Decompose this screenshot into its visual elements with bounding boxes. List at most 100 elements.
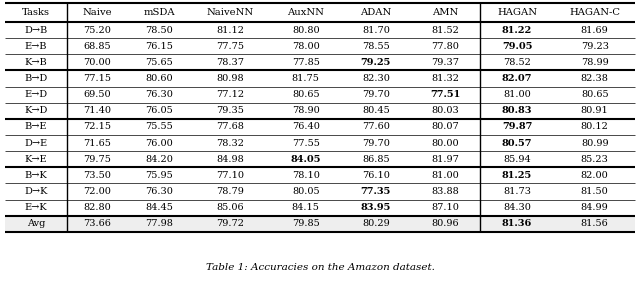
Text: 85.23: 85.23 xyxy=(580,155,609,164)
Text: 79.25: 79.25 xyxy=(361,58,391,67)
Text: 75.55: 75.55 xyxy=(145,123,173,132)
Text: 81.73: 81.73 xyxy=(503,187,531,196)
Text: K→D: K→D xyxy=(24,106,47,115)
Text: 83.95: 83.95 xyxy=(361,203,391,212)
Text: 77.68: 77.68 xyxy=(216,123,244,132)
Text: 84.30: 84.30 xyxy=(503,203,531,212)
Text: 79.85: 79.85 xyxy=(292,219,319,228)
Text: 80.65: 80.65 xyxy=(292,90,319,99)
Text: 81.56: 81.56 xyxy=(581,219,609,228)
Text: 73.66: 73.66 xyxy=(83,219,111,228)
Text: 78.55: 78.55 xyxy=(362,42,390,51)
Text: 81.00: 81.00 xyxy=(503,90,531,99)
Text: NaiveNN: NaiveNN xyxy=(206,8,253,17)
Text: E→D: E→D xyxy=(24,90,47,99)
Text: K→B: K→B xyxy=(24,58,47,67)
Text: 84.05: 84.05 xyxy=(291,155,321,164)
Text: 80.45: 80.45 xyxy=(362,106,390,115)
Text: 70.00: 70.00 xyxy=(84,58,111,67)
Text: HAGAN: HAGAN xyxy=(497,8,537,17)
Text: 78.50: 78.50 xyxy=(145,26,173,35)
Text: 75.20: 75.20 xyxy=(83,26,111,35)
Text: 72.15: 72.15 xyxy=(83,123,111,132)
Text: 77.51: 77.51 xyxy=(430,90,460,99)
Text: 77.60: 77.60 xyxy=(362,123,390,132)
Text: 80.03: 80.03 xyxy=(431,106,459,115)
Text: 86.85: 86.85 xyxy=(362,155,390,164)
Text: 82.80: 82.80 xyxy=(84,203,111,212)
Text: 81.32: 81.32 xyxy=(431,74,459,83)
Text: Naive: Naive xyxy=(83,8,112,17)
Text: 77.10: 77.10 xyxy=(216,171,244,180)
Text: B→K: B→K xyxy=(24,171,47,180)
Text: 77.80: 77.80 xyxy=(431,42,459,51)
Text: 81.69: 81.69 xyxy=(581,26,609,35)
Text: 79.70: 79.70 xyxy=(362,139,390,148)
Text: Avg: Avg xyxy=(27,219,45,228)
Text: 80.07: 80.07 xyxy=(431,123,459,132)
Text: HAGAN-C: HAGAN-C xyxy=(569,8,620,17)
Text: 77.15: 77.15 xyxy=(83,74,111,83)
Text: 81.50: 81.50 xyxy=(581,187,609,196)
Text: 69.50: 69.50 xyxy=(84,90,111,99)
Text: E→B: E→B xyxy=(25,42,47,51)
Text: AMN: AMN xyxy=(432,8,458,17)
Text: B→E: B→E xyxy=(25,123,47,132)
Text: 78.00: 78.00 xyxy=(292,42,319,51)
Text: 80.12: 80.12 xyxy=(580,123,609,132)
Text: 80.00: 80.00 xyxy=(431,139,459,148)
Text: 84.99: 84.99 xyxy=(581,203,609,212)
Text: 77.55: 77.55 xyxy=(292,139,319,148)
Text: 73.50: 73.50 xyxy=(83,171,111,180)
Text: 82.07: 82.07 xyxy=(502,74,532,83)
Text: 80.29: 80.29 xyxy=(362,219,390,228)
Text: 81.12: 81.12 xyxy=(216,26,244,35)
Text: 76.00: 76.00 xyxy=(145,139,173,148)
Text: Tasks: Tasks xyxy=(22,8,50,17)
Text: 75.65: 75.65 xyxy=(145,58,173,67)
Text: 71.40: 71.40 xyxy=(83,106,111,115)
Text: 80.60: 80.60 xyxy=(145,74,173,83)
Text: 82.38: 82.38 xyxy=(580,74,609,83)
Text: 87.10: 87.10 xyxy=(431,203,459,212)
Text: 81.70: 81.70 xyxy=(362,26,390,35)
Text: 84.20: 84.20 xyxy=(145,155,173,164)
Text: 77.35: 77.35 xyxy=(361,187,391,196)
Text: 78.10: 78.10 xyxy=(292,171,319,180)
Text: 79.05: 79.05 xyxy=(502,42,532,51)
Text: 72.00: 72.00 xyxy=(83,187,111,196)
Text: 76.30: 76.30 xyxy=(145,187,173,196)
Text: 79.75: 79.75 xyxy=(83,155,111,164)
Text: E→K: E→K xyxy=(24,203,47,212)
Text: 76.15: 76.15 xyxy=(145,42,173,51)
Text: 78.99: 78.99 xyxy=(581,58,609,67)
Text: 79.35: 79.35 xyxy=(216,106,244,115)
Text: 81.52: 81.52 xyxy=(431,26,459,35)
Text: Table 1: Accuracies on the Amazon dataset.: Table 1: Accuracies on the Amazon datase… xyxy=(205,263,435,272)
Text: 80.96: 80.96 xyxy=(431,219,459,228)
Text: 78.52: 78.52 xyxy=(503,58,531,67)
Text: K→E: K→E xyxy=(24,155,47,164)
Text: D→E: D→E xyxy=(24,139,47,148)
Text: 80.91: 80.91 xyxy=(581,106,609,115)
Text: 80.98: 80.98 xyxy=(216,74,244,83)
Text: 71.65: 71.65 xyxy=(83,139,111,148)
Text: ADAN: ADAN xyxy=(360,8,392,17)
Text: 80.65: 80.65 xyxy=(581,90,609,99)
Text: 84.15: 84.15 xyxy=(292,203,319,212)
Text: 82.30: 82.30 xyxy=(362,74,390,83)
Text: 77.12: 77.12 xyxy=(216,90,244,99)
Text: 76.40: 76.40 xyxy=(292,123,319,132)
Text: 81.36: 81.36 xyxy=(502,219,532,228)
Text: 77.98: 77.98 xyxy=(145,219,173,228)
Text: 68.85: 68.85 xyxy=(84,42,111,51)
Text: 84.45: 84.45 xyxy=(145,203,173,212)
Text: 82.00: 82.00 xyxy=(581,171,609,180)
Text: 76.30: 76.30 xyxy=(145,90,173,99)
Text: 81.00: 81.00 xyxy=(431,171,459,180)
Text: 80.99: 80.99 xyxy=(581,139,609,148)
Text: 79.72: 79.72 xyxy=(216,219,244,228)
Text: 80.57: 80.57 xyxy=(502,139,532,148)
Text: 76.10: 76.10 xyxy=(362,171,390,180)
Text: mSDA: mSDA xyxy=(143,8,175,17)
